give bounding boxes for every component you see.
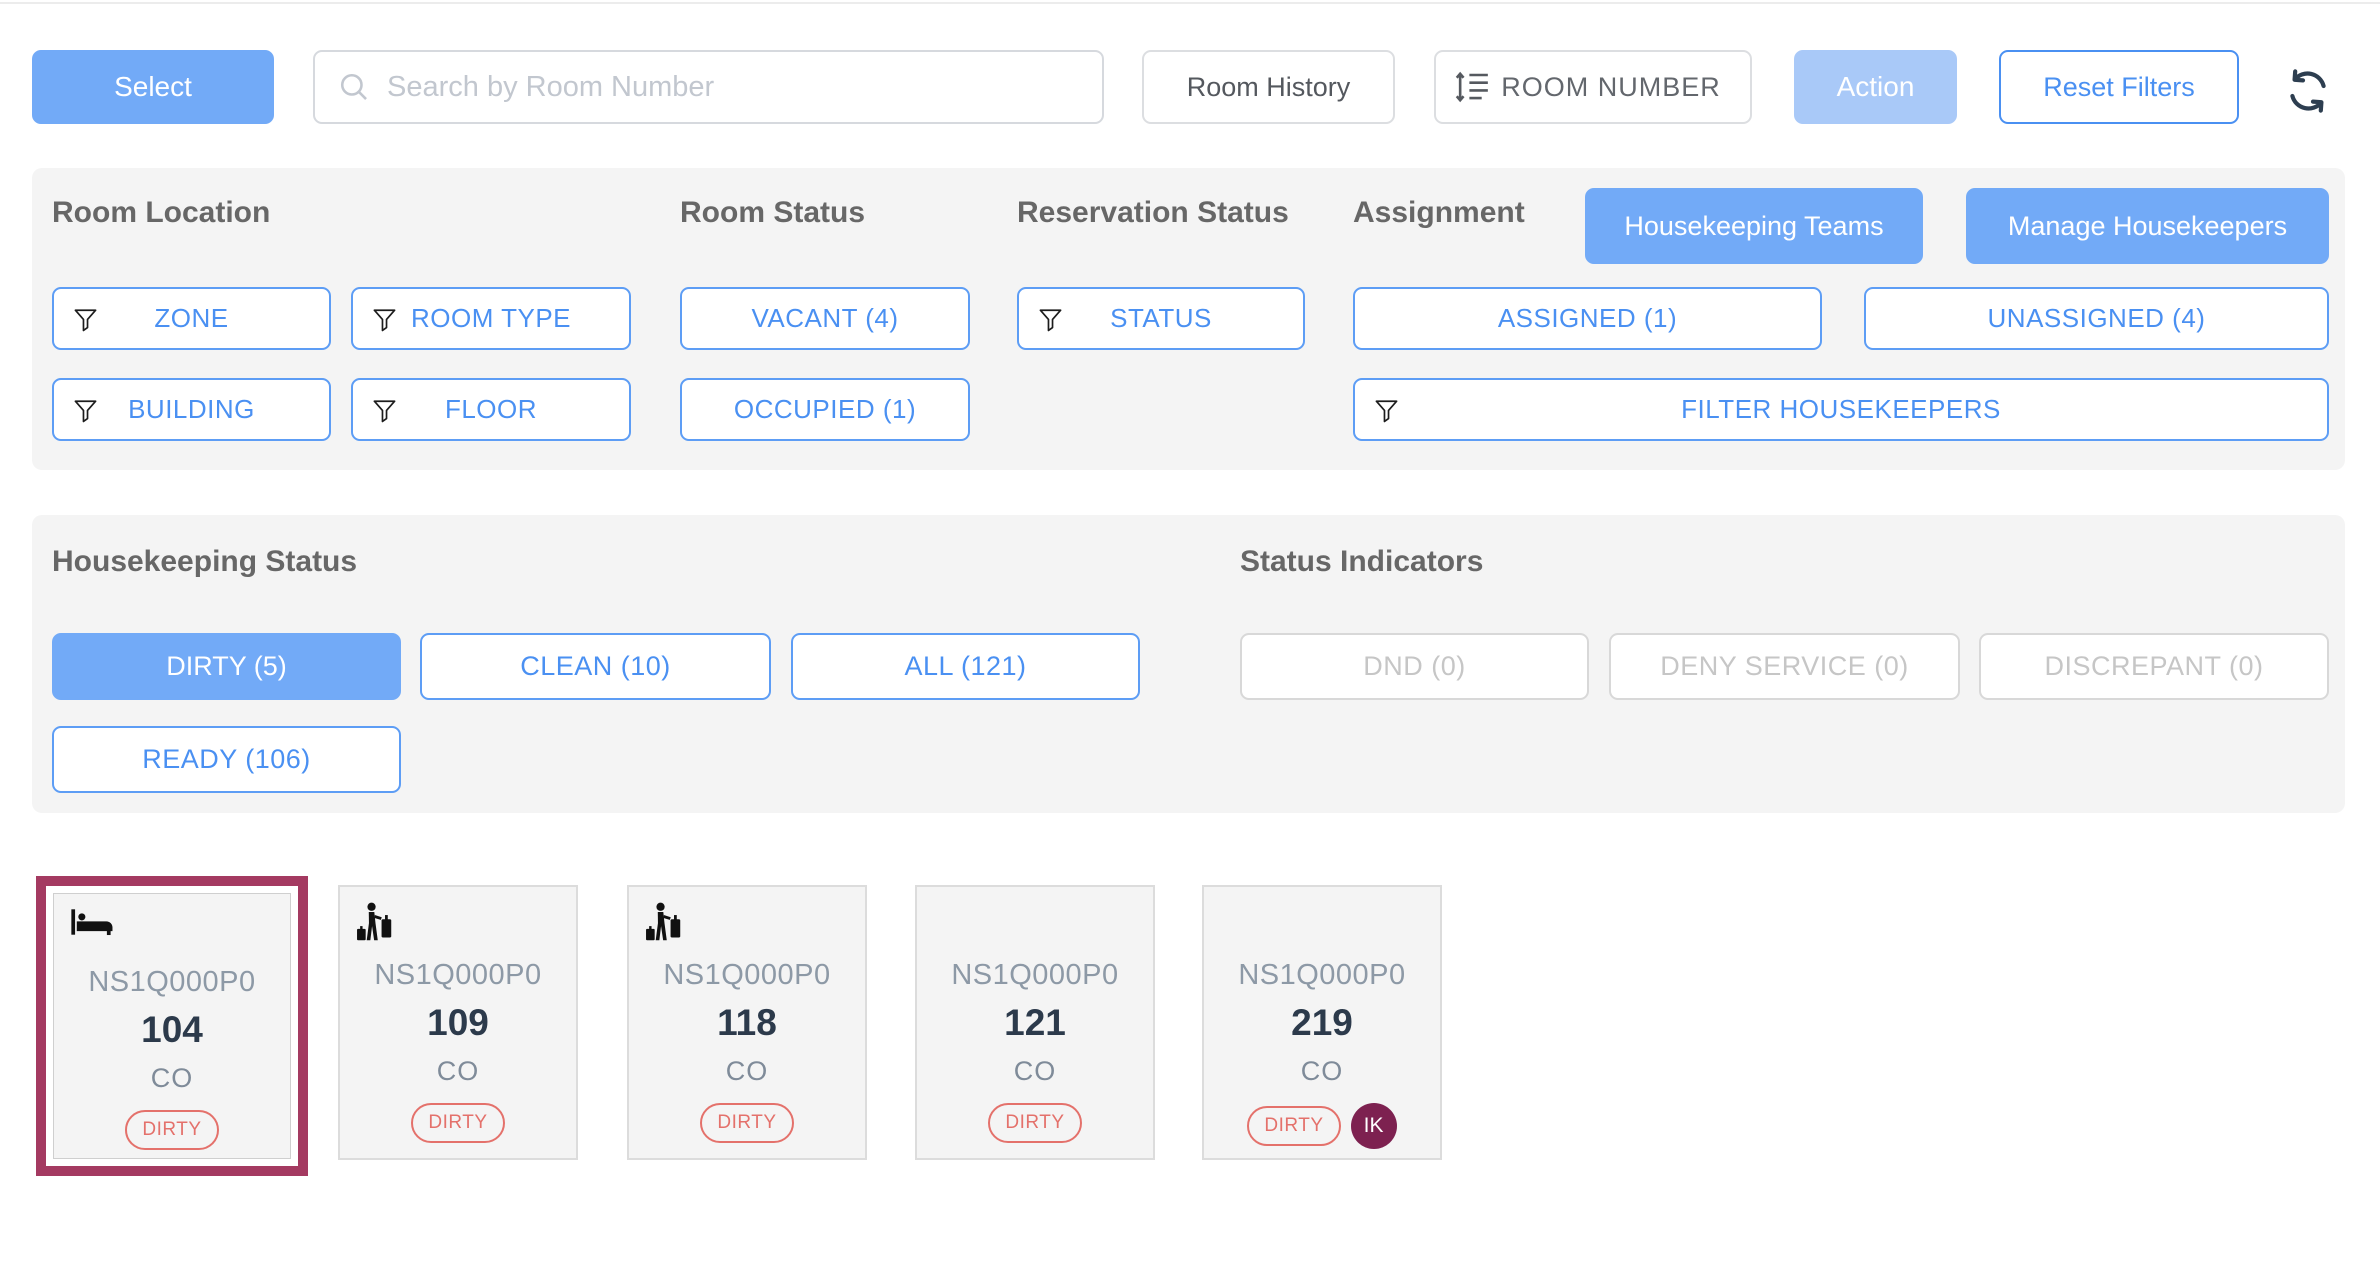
vacant-filter-button[interactable]: VACANT (4) bbox=[680, 287, 970, 350]
floor-filter-button[interactable]: FLOOR bbox=[351, 378, 631, 441]
action-button[interactable]: Action bbox=[1794, 50, 1957, 124]
room-type-code: NS1Q000P0 bbox=[663, 959, 831, 991]
floor-label: FLOOR bbox=[444, 394, 538, 424]
reset-filters-button[interactable]: Reset Filters bbox=[1999, 50, 2239, 124]
funnel-icon bbox=[72, 305, 99, 332]
dirty-filter-button[interactable]: DIRTY (5) bbox=[52, 633, 401, 700]
room-history-button[interactable]: Room History bbox=[1142, 50, 1395, 124]
room-card-118[interactable]: NS1Q000P0 118 CO DIRTY bbox=[627, 885, 867, 1160]
filter-housekeepers-label: FILTER HOUSEKEEPERS bbox=[1681, 394, 2001, 424]
sort-lines-icon bbox=[1454, 68, 1494, 106]
reservation-status: CO bbox=[436, 1056, 480, 1086]
room-type-code: NS1Q000P0 bbox=[88, 966, 256, 998]
funnel-icon bbox=[371, 396, 398, 423]
funnel-icon bbox=[371, 305, 398, 332]
unassigned-filter-button[interactable]: UNASSIGNED (4) bbox=[1864, 287, 2329, 350]
housekeeping-status-panel: Housekeeping Status Status Indicators DI… bbox=[32, 515, 2345, 813]
room-type-code: NS1Q000P0 bbox=[1238, 959, 1406, 991]
occupied-filter-button[interactable]: OCCUPIED (1) bbox=[680, 378, 970, 441]
room-card-121[interactable]: NS1Q000P0 121 CO DIRTY bbox=[915, 885, 1155, 1160]
departing-guest-icon bbox=[645, 901, 683, 950]
dirty-status-badge: DIRTY bbox=[700, 1103, 794, 1143]
manage-housekeepers-button[interactable]: Manage Housekeepers bbox=[1966, 188, 2329, 264]
top-divider bbox=[0, 2, 2380, 4]
sort-label: ROOM NUMBER bbox=[1501, 71, 1721, 102]
status-indicators-header: Status Indicators bbox=[1240, 545, 1484, 578]
dirty-status-badge: DIRTY bbox=[411, 1103, 505, 1143]
room-number: 104 bbox=[141, 1009, 203, 1050]
deny-service-filter-button[interactable]: DENY SERVICE (0) bbox=[1609, 633, 1960, 700]
filter-panel: Room Location Room Status Reservation St… bbox=[32, 168, 2345, 470]
filter-housekeepers-button[interactable]: FILTER HOUSEKEEPERS bbox=[1353, 378, 2329, 441]
room-type-code: NS1Q000P0 bbox=[374, 959, 542, 991]
reservation-status-header: Reservation Status bbox=[1017, 196, 1289, 229]
select-button[interactable]: Select bbox=[32, 50, 274, 124]
departing-guest-icon bbox=[356, 901, 394, 950]
search-icon bbox=[337, 70, 371, 104]
dirty-status-badge: DIRTY bbox=[125, 1110, 219, 1150]
housekeeping-status-header: Housekeeping Status bbox=[52, 545, 358, 578]
sort-button[interactable]: ROOM NUMBER bbox=[1434, 50, 1752, 124]
reservation-status: CO bbox=[725, 1056, 769, 1086]
status-label: STATUS bbox=[1110, 303, 1212, 333]
zone-filter-button[interactable]: ZONE bbox=[52, 287, 331, 350]
search-box[interactable] bbox=[313, 50, 1104, 124]
room-type-code: NS1Q000P0 bbox=[951, 959, 1119, 991]
ready-filter-button[interactable]: READY (106) bbox=[52, 726, 401, 793]
reservation-status: CO bbox=[150, 1063, 194, 1093]
refresh-icon[interactable] bbox=[2283, 66, 2333, 116]
room-number: 118 bbox=[717, 1002, 777, 1043]
reservation-status: CO bbox=[1300, 1056, 1344, 1086]
reservation-status: CO bbox=[1013, 1056, 1057, 1086]
room-type-filter-button[interactable]: ROOM TYPE bbox=[351, 287, 631, 350]
building-label: BUILDING bbox=[128, 394, 255, 424]
funnel-icon bbox=[1373, 396, 1400, 423]
search-input[interactable] bbox=[387, 70, 1102, 104]
assigned-filter-button[interactable]: ASSIGNED (1) bbox=[1353, 287, 1822, 350]
dnd-filter-button[interactable]: DND (0) bbox=[1240, 633, 1589, 700]
room-number: 219 bbox=[1291, 1002, 1353, 1043]
housekeeping-teams-button[interactable]: Housekeeping Teams bbox=[1585, 188, 1923, 264]
discrepant-filter-button[interactable]: DISCREPANT (0) bbox=[1979, 633, 2329, 700]
bed-icon bbox=[70, 908, 114, 941]
room-card-104-selected[interactable]: NS1Q000P0 104 CO DIRTY bbox=[36, 876, 308, 1176]
zone-label: ZONE bbox=[154, 303, 229, 333]
room-card-219[interactable]: NS1Q000P0 219 CO DIRTY IK bbox=[1202, 885, 1442, 1160]
room-card: NS1Q000P0 104 CO DIRTY bbox=[53, 893, 291, 1159]
funnel-icon bbox=[1037, 305, 1064, 332]
room-number: 109 bbox=[427, 1002, 489, 1043]
assignment-header: Assignment bbox=[1353, 196, 1525, 229]
building-filter-button[interactable]: BUILDING bbox=[52, 378, 331, 441]
room-status-header: Room Status bbox=[680, 196, 866, 229]
all-filter-button[interactable]: ALL (121) bbox=[791, 633, 1140, 700]
dirty-status-badge: DIRTY bbox=[1247, 1106, 1341, 1146]
funnel-icon bbox=[72, 396, 99, 423]
room-location-header: Room Location bbox=[52, 196, 271, 229]
clean-filter-button[interactable]: CLEAN (10) bbox=[420, 633, 771, 700]
room-type-label: ROOM TYPE bbox=[410, 303, 572, 333]
room-card-109[interactable]: NS1Q000P0 109 CO DIRTY bbox=[338, 885, 578, 1160]
status-filter-button[interactable]: STATUS bbox=[1017, 287, 1305, 350]
room-number: 121 bbox=[1004, 1002, 1066, 1043]
dirty-status-badge: DIRTY bbox=[988, 1103, 1082, 1143]
housekeeper-initials-badge: IK bbox=[1350, 1103, 1397, 1149]
